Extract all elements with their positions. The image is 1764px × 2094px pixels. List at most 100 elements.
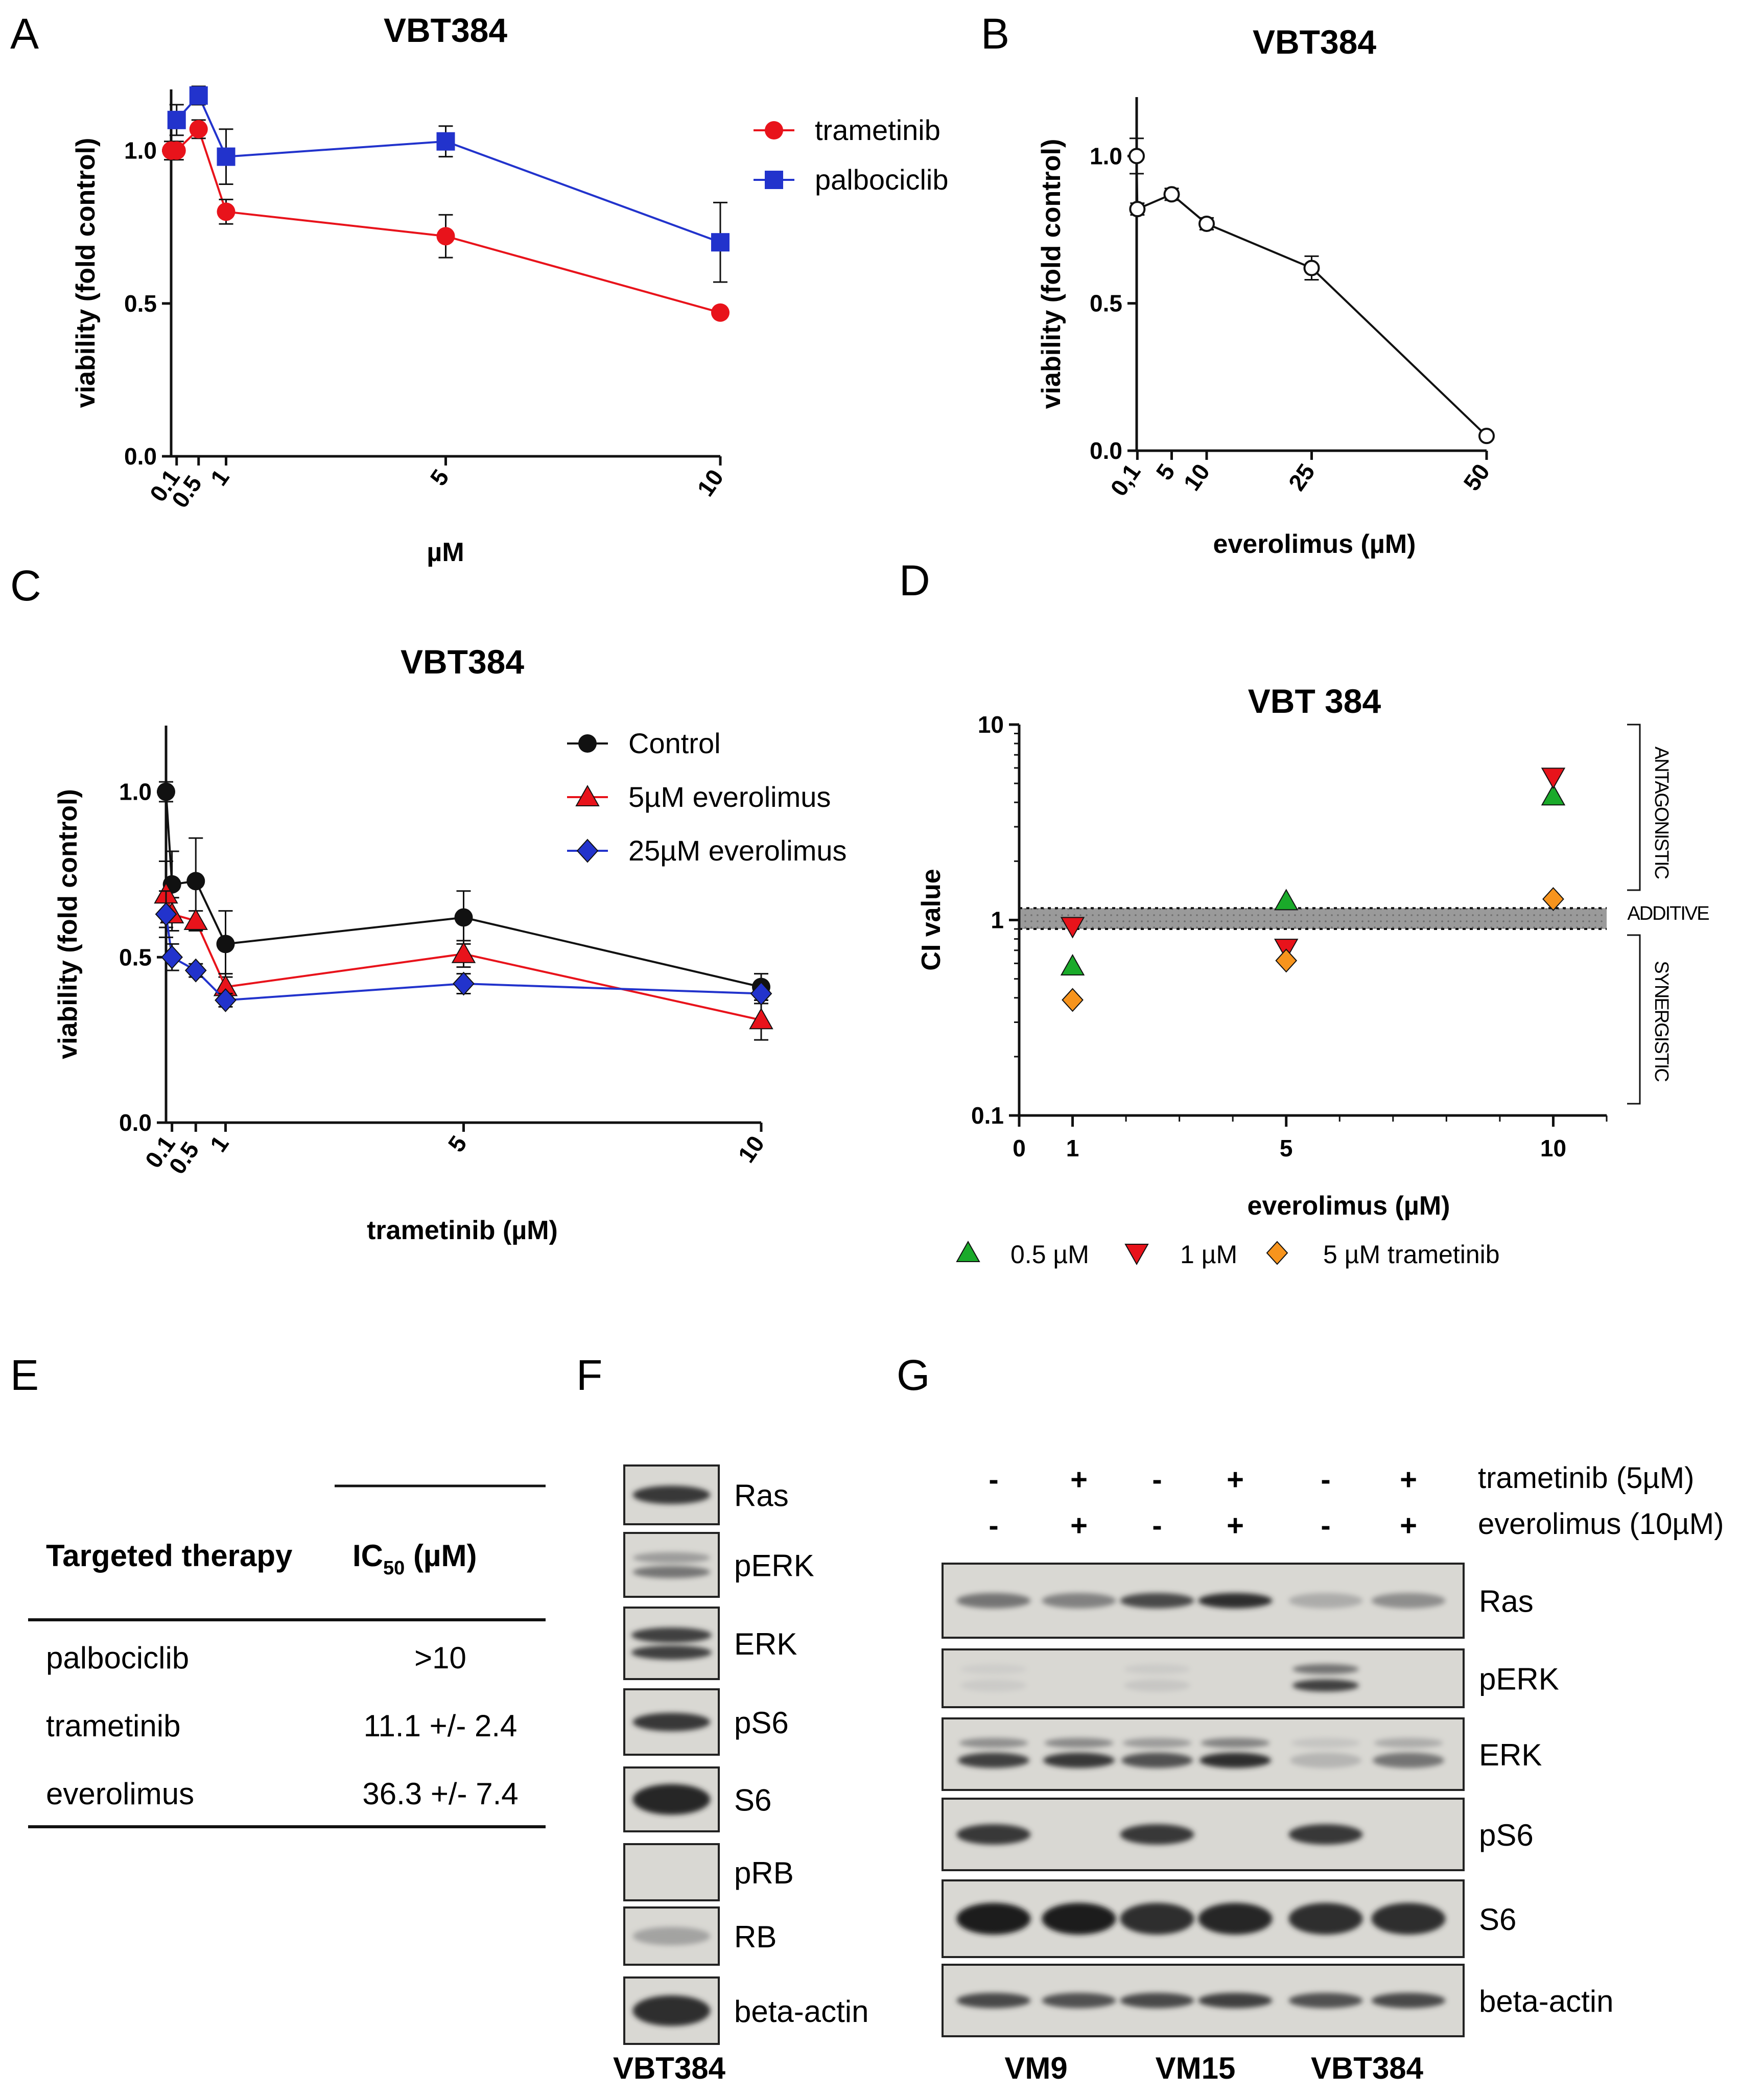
blot-label: beta-actin xyxy=(1479,1984,1614,2018)
data-point xyxy=(454,908,473,927)
trametinib-sign: + xyxy=(1070,1463,1088,1496)
x-tick-label: 1 xyxy=(204,1131,233,1157)
ic50-table: Targeted therapy IC50 (µM) palbociclib >… xyxy=(28,1484,546,1828)
blot-label: pS6 xyxy=(734,1706,789,1740)
panel-label-d: D xyxy=(899,556,930,604)
blot-strip xyxy=(942,1717,1465,1791)
y-tick-label: 1.0 xyxy=(1090,143,1122,169)
y-tick-label: 0.5 xyxy=(119,944,152,970)
legend-label: 0.5 µM xyxy=(1010,1240,1089,1269)
legend-marker xyxy=(578,734,597,753)
table-row-value: 36.3 +/- 7.4 xyxy=(362,1777,518,1811)
x-tick-label: 0 xyxy=(1013,1135,1026,1161)
blot-band xyxy=(1371,1593,1446,1609)
blot-band xyxy=(1042,1593,1116,1609)
chart-title: VBT 384 xyxy=(1248,682,1381,720)
blot-band xyxy=(1043,1753,1115,1768)
x-tick-label: 1 xyxy=(1066,1135,1079,1161)
blot-band xyxy=(1373,1753,1444,1768)
x-axis-label: everolimus (µM) xyxy=(1248,1191,1450,1221)
blot-band xyxy=(1120,1993,1194,2008)
panel-label-g: G xyxy=(897,1351,930,1399)
data-point xyxy=(1275,948,1298,973)
western-blot-g: trametinib (5µM) everolimus (10µM) - + - + -… xyxy=(942,1461,1724,2085)
x-tick-label: 10 xyxy=(1540,1135,1566,1161)
data-point xyxy=(1274,889,1299,911)
blot-band xyxy=(632,1485,711,1504)
data-point xyxy=(1541,767,1566,789)
legend-marker xyxy=(765,171,783,189)
trametinib-condition-label: trametinib (5µM) xyxy=(1478,1461,1694,1495)
blot-label: pRB xyxy=(734,1856,794,1890)
blot-band xyxy=(1288,1993,1363,2008)
blot-band xyxy=(632,1927,711,1945)
x-axis-label: µM xyxy=(427,538,464,567)
blot-band xyxy=(1042,1903,1116,1935)
cell-line-label: VBT384 xyxy=(613,2051,726,2085)
y-axis-label: viability (fold control) xyxy=(71,138,101,408)
data-point xyxy=(1060,917,1085,939)
panel-label-b: B xyxy=(981,10,1009,58)
additive-label: ADDITIVE xyxy=(1627,903,1709,924)
blot-band xyxy=(1122,1738,1192,1748)
blot-label: Ras xyxy=(1479,1585,1534,1619)
legend-marker xyxy=(765,121,783,139)
data-point xyxy=(750,981,772,1006)
y-tick-label: 0.5 xyxy=(1090,290,1122,317)
y-axis-label: viability (fold control) xyxy=(1037,139,1066,409)
data-point xyxy=(184,958,207,983)
blot-band xyxy=(1199,1753,1271,1768)
blot-band xyxy=(1288,1903,1363,1935)
data-point xyxy=(1542,887,1564,911)
data-point xyxy=(186,872,205,891)
y-tick-label: 0.0 xyxy=(124,443,157,470)
blot-band xyxy=(1124,1664,1190,1674)
series-line xyxy=(165,792,762,988)
data-point xyxy=(1060,953,1085,975)
table-row-drug: trametinib xyxy=(46,1709,180,1743)
panel-label-e: E xyxy=(10,1351,39,1399)
blot-band xyxy=(1371,1903,1446,1935)
blot-band xyxy=(1198,1903,1273,1935)
data-point xyxy=(1129,201,1146,218)
x-tick-label: 10 xyxy=(1178,459,1215,496)
blot-band xyxy=(632,1552,711,1564)
chart-title: VBT384 xyxy=(384,11,507,49)
data-point xyxy=(216,935,235,953)
data-point xyxy=(189,86,208,105)
x-tick-label: 50 xyxy=(1458,459,1495,496)
blot-band xyxy=(1198,1593,1273,1609)
blot-label: pERK xyxy=(1479,1662,1559,1696)
data-point xyxy=(155,902,177,926)
legend-label: palbociclib xyxy=(815,164,949,196)
table-row-drug: palbociclib xyxy=(46,1641,189,1675)
blot-label: Ras xyxy=(734,1479,789,1513)
panel-label-f: F xyxy=(576,1351,602,1399)
data-point xyxy=(1062,988,1084,1012)
y-tick-label: 10 xyxy=(978,711,1004,738)
synergistic-bracket xyxy=(1627,934,1641,1105)
trametinib-sign: + xyxy=(1400,1463,1417,1496)
data-point xyxy=(1303,260,1320,276)
x-axis-label: everolimus (µM) xyxy=(1213,529,1416,559)
everolimus-condition-label: everolimus (10µM) xyxy=(1478,1507,1724,1541)
blot-band xyxy=(956,1593,1031,1609)
blot-band xyxy=(960,1664,1027,1674)
legend-marker xyxy=(575,784,600,806)
y-tick-label: 0.0 xyxy=(119,1109,152,1136)
x-tick-label: 10 xyxy=(692,464,728,501)
everolimus-sign: + xyxy=(1070,1509,1088,1542)
x-tick-label: 10 xyxy=(733,1131,769,1168)
blot-label: pS6 xyxy=(1479,1818,1534,1852)
blot-band xyxy=(1121,1753,1193,1768)
blot-band xyxy=(956,1903,1031,1935)
blot-band xyxy=(1374,1738,1443,1748)
blot-band xyxy=(631,1627,712,1643)
blot-band xyxy=(1120,1593,1194,1609)
y-tick-label: 0.5 xyxy=(124,290,157,317)
x-tick-label: 5 xyxy=(1280,1135,1293,1161)
data-point xyxy=(215,988,237,1012)
blot-band xyxy=(1044,1738,1114,1748)
